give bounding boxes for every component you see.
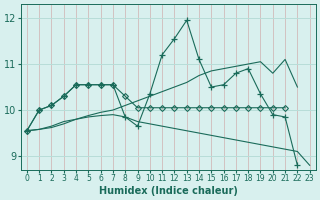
X-axis label: Humidex (Indice chaleur): Humidex (Indice chaleur) xyxy=(99,186,238,196)
